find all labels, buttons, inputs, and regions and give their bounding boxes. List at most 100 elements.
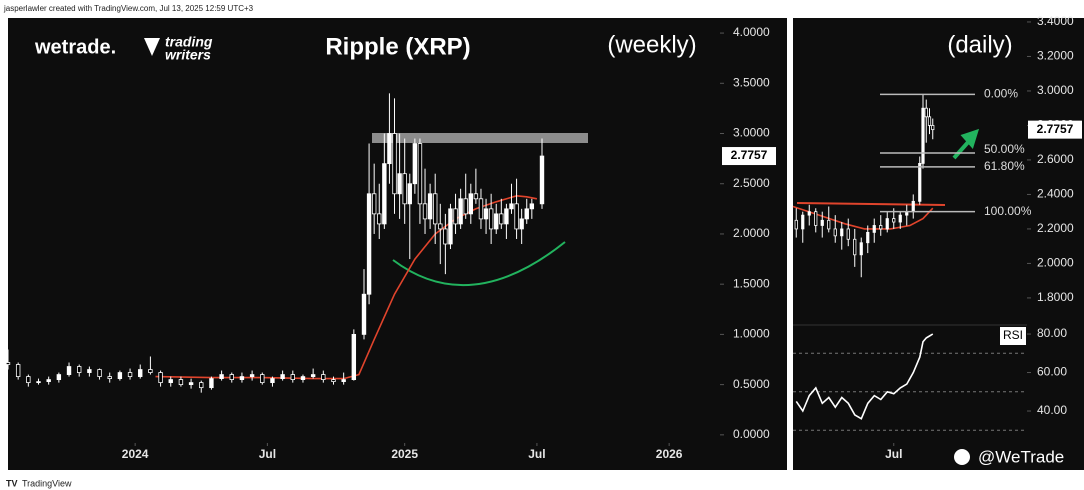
y-tick-label: 1.0000: [733, 327, 770, 341]
candle-body: [814, 211, 818, 226]
x-tick-label: 2025: [391, 447, 418, 461]
chart-subtitle: (daily): [947, 31, 1012, 58]
y-tick-label: 3.4000: [1037, 14, 1074, 28]
candle-body: [509, 203, 514, 210]
y-tick-label: 80.00: [1037, 326, 1067, 340]
y-tick-label: 4.0000: [733, 25, 770, 39]
last-price-label: 2.7757: [731, 148, 768, 162]
candle-body: [504, 208, 509, 225]
candle-body: [46, 379, 51, 383]
candle-body: [833, 228, 837, 237]
wetrade-logo: wetrade.: [34, 36, 116, 58]
resistance-zone: [372, 133, 588, 143]
candle-body: [15, 364, 21, 377]
candle-body: [794, 219, 798, 230]
candle-body: [310, 374, 316, 377]
rsi-badge: [1000, 327, 1026, 345]
candle-body: [407, 183, 412, 205]
candle-body: [382, 163, 387, 225]
y-tick-label: 2.0000: [733, 226, 770, 240]
candle-body: [290, 374, 295, 381]
candle-body: [97, 369, 102, 377]
candle-body: [366, 193, 372, 295]
arrow: [952, 128, 980, 160]
candle-body: [417, 143, 423, 205]
candle-body: [443, 228, 448, 245]
candle-body: [898, 214, 902, 223]
y-tick-label: 2.4000: [1037, 187, 1074, 201]
x-tick-label: 2024: [122, 447, 149, 461]
y-tick-label: 2.5000: [733, 176, 770, 190]
y-tick-label: 3.5000: [733, 75, 770, 89]
candle-body: [371, 193, 377, 215]
candle-body: [432, 193, 438, 225]
candle-body: [422, 203, 428, 220]
candle-body: [77, 366, 82, 373]
y-tick-label: 0.5000: [733, 377, 770, 391]
fib-label: 100.00%: [984, 204, 1032, 218]
candle-body: [885, 218, 889, 230]
candle-body: [453, 208, 458, 225]
x-tick-label: Jul: [259, 447, 276, 461]
candle-body: [494, 213, 499, 230]
candle-body: [188, 382, 194, 386]
candle-body: [158, 372, 163, 384]
candle-body: [402, 173, 407, 205]
candle-body: [918, 162, 922, 202]
chart-subtitle: (weekly): [607, 31, 696, 58]
last-price-box: [1028, 120, 1082, 139]
y-tick-label: 2.0000: [1037, 256, 1074, 270]
y-tick-label: 0.0000: [733, 427, 770, 441]
candle-body: [911, 200, 915, 213]
last-price-label: 2.7757: [1037, 122, 1074, 136]
candle-body: [361, 293, 367, 335]
fib-label: 50.00%: [984, 142, 1025, 156]
footer-logo: TV: [6, 478, 18, 488]
candle-body: [820, 219, 824, 226]
candle-body: [473, 193, 479, 200]
fib-label: 61.80%: [984, 159, 1025, 173]
candle-body: [859, 242, 863, 256]
y-tick-label: 2.6000: [1037, 152, 1074, 166]
candle-body: [448, 208, 453, 245]
candle-body: [840, 228, 844, 237]
candle-body: [519, 218, 524, 230]
candle-body: [341, 379, 346, 383]
candle-body: [127, 372, 133, 377]
rsi-line: [795, 333, 934, 420]
candle-body: [270, 378, 275, 384]
candle-body: [468, 193, 473, 215]
credit: jasperlawler created with TradingView.co…: [3, 4, 254, 13]
last-price-box: [722, 147, 776, 166]
candle-body: [483, 208, 489, 220]
candle-body: [148, 369, 153, 373]
candle-body: [56, 374, 62, 381]
candle-body: [87, 369, 92, 373]
tw-logo: trading: [165, 34, 213, 50]
candle-body: [107, 376, 112, 379]
candle-body: [478, 198, 484, 220]
candle-body: [879, 225, 883, 230]
candle-body: [392, 133, 397, 195]
candle-body: [827, 219, 831, 230]
tw-logo-icon: [144, 38, 160, 56]
x-tick-label: Jul: [528, 447, 545, 461]
candle-body: [412, 143, 418, 185]
candle-body: [26, 376, 31, 384]
candle-body: [331, 379, 336, 383]
y-tick-label: 3.0000: [1037, 83, 1074, 97]
candle-body: [5, 362, 11, 365]
fib-label: 0.00%: [984, 87, 1018, 101]
candle-body: [458, 198, 463, 225]
candle-body: [539, 155, 545, 205]
chart-title: Ripple (XRP): [325, 33, 470, 60]
candle-body: [872, 225, 876, 233]
candle-body: [397, 173, 402, 195]
candle-body: [529, 203, 535, 210]
candle-body: [801, 214, 805, 230]
candle-body: [438, 223, 443, 230]
candle-body: [209, 378, 214, 389]
y-tick-label: 1.8000: [1037, 290, 1074, 304]
candle-body: [853, 238, 857, 256]
